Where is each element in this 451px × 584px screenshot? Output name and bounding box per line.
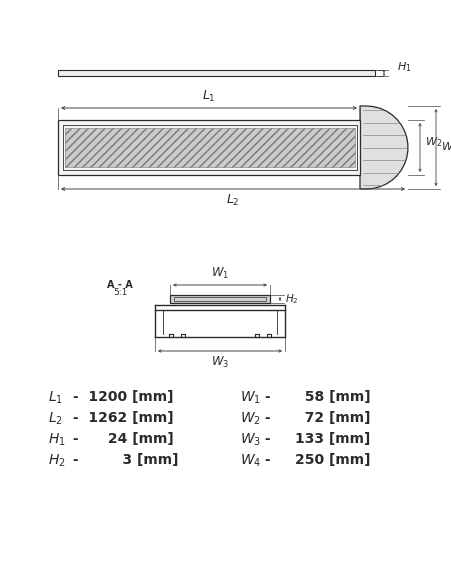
Text: $W_3$: $W_3$: [211, 355, 229, 370]
Bar: [58, 70, 374, 76]
Text: -  1262 [mm]: - 1262 [mm]: [68, 411, 173, 425]
Polygon shape: [359, 106, 407, 189]
Text: A - A: A - A: [107, 280, 133, 290]
Bar: [170, 295, 269, 303]
Text: $H_1$: $H_1$: [396, 60, 411, 74]
Text: $H_2$: $H_2$: [285, 292, 298, 306]
Text: $H_1$: $H_1$: [48, 432, 65, 449]
Bar: [174, 297, 265, 301]
Bar: [58, 120, 359, 175]
Text: -     133 [mm]: - 133 [mm]: [259, 432, 369, 446]
Text: $L_1$: $L_1$: [202, 89, 216, 104]
Text: 5:1: 5:1: [113, 288, 127, 297]
Text: $W_4$: $W_4$: [239, 453, 261, 470]
Text: -  1200 [mm]: - 1200 [mm]: [68, 390, 173, 404]
Text: $H_2$: $H_2$: [48, 453, 65, 470]
Text: $W_2$: $W_2$: [424, 135, 441, 150]
Bar: [65, 128, 354, 167]
Text: $W_2$: $W_2$: [239, 411, 260, 427]
Text: -         3 [mm]: - 3 [mm]: [68, 453, 178, 467]
Text: -      24 [mm]: - 24 [mm]: [68, 432, 173, 446]
Text: -     250 [mm]: - 250 [mm]: [259, 453, 370, 467]
Text: $L_1$: $L_1$: [48, 390, 63, 406]
Text: $W_1$: $W_1$: [211, 266, 229, 281]
Text: $L_2$: $L_2$: [226, 193, 239, 208]
Text: $L_2$: $L_2$: [48, 411, 63, 427]
Text: $W_1$: $W_1$: [239, 390, 260, 406]
Bar: [63, 125, 356, 170]
Text: -       72 [mm]: - 72 [mm]: [259, 411, 370, 425]
Text: $W_3$: $W_3$: [239, 432, 261, 449]
Text: -       58 [mm]: - 58 [mm]: [259, 390, 370, 404]
Text: $W_4$: $W_4$: [440, 141, 451, 154]
